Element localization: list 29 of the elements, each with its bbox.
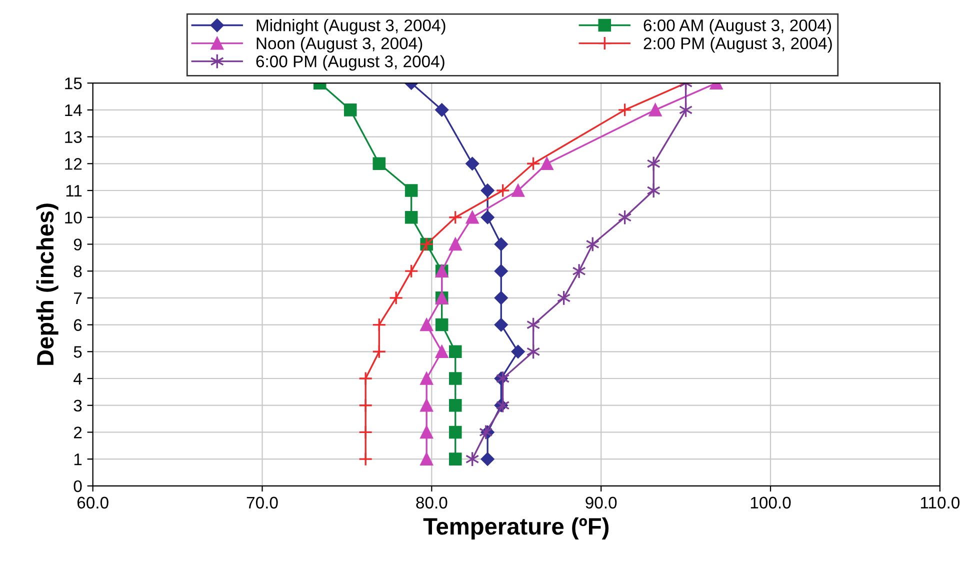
legend-label: Midnight (August 3, 2004): [256, 19, 446, 35]
legend-label: 6:00 AM (August 3, 2004): [644, 19, 831, 35]
y-tick-label: 3: [74, 400, 82, 412]
y-tick-label: 11: [66, 185, 82, 197]
legend-label: 2:00 PM (August 3, 2004): [644, 37, 832, 53]
x-axis-title: Temperature (ºF): [423, 517, 609, 540]
legend-label: 6:00 PM (August 3, 2004): [256, 55, 444, 71]
x-tick-label: 90.0: [586, 496, 617, 509]
x-tick-label: 110.0: [920, 496, 960, 509]
y-axis-title: Depth (inches): [36, 204, 58, 365]
y-tick-label: 4: [74, 373, 82, 385]
y-tick-label: 2: [74, 426, 82, 438]
x-tick-label: 100.0: [750, 496, 791, 509]
y-tick-label: 12: [65, 158, 82, 170]
y-tick-label: 6: [74, 319, 82, 331]
x-tick-label: 60.0: [77, 496, 108, 509]
y-tick-label: 7: [74, 292, 82, 304]
y-tick-label: 9: [74, 238, 82, 250]
x-tick-label: 70.0: [246, 496, 278, 509]
y-tick-label: 14: [65, 104, 82, 116]
legend-label: Noon (August 3, 2004): [256, 37, 422, 53]
y-tick-label: 10: [65, 212, 82, 224]
y-tick-label: 15: [65, 78, 82, 90]
y-tick-label: 5: [74, 346, 82, 358]
y-tick-label: 0: [74, 480, 82, 492]
y-tick-label: 1: [74, 454, 82, 466]
y-tick-label: 8: [74, 265, 82, 278]
x-tick-label: 80.0: [416, 496, 448, 509]
y-tick-label: 13: [65, 131, 82, 143]
